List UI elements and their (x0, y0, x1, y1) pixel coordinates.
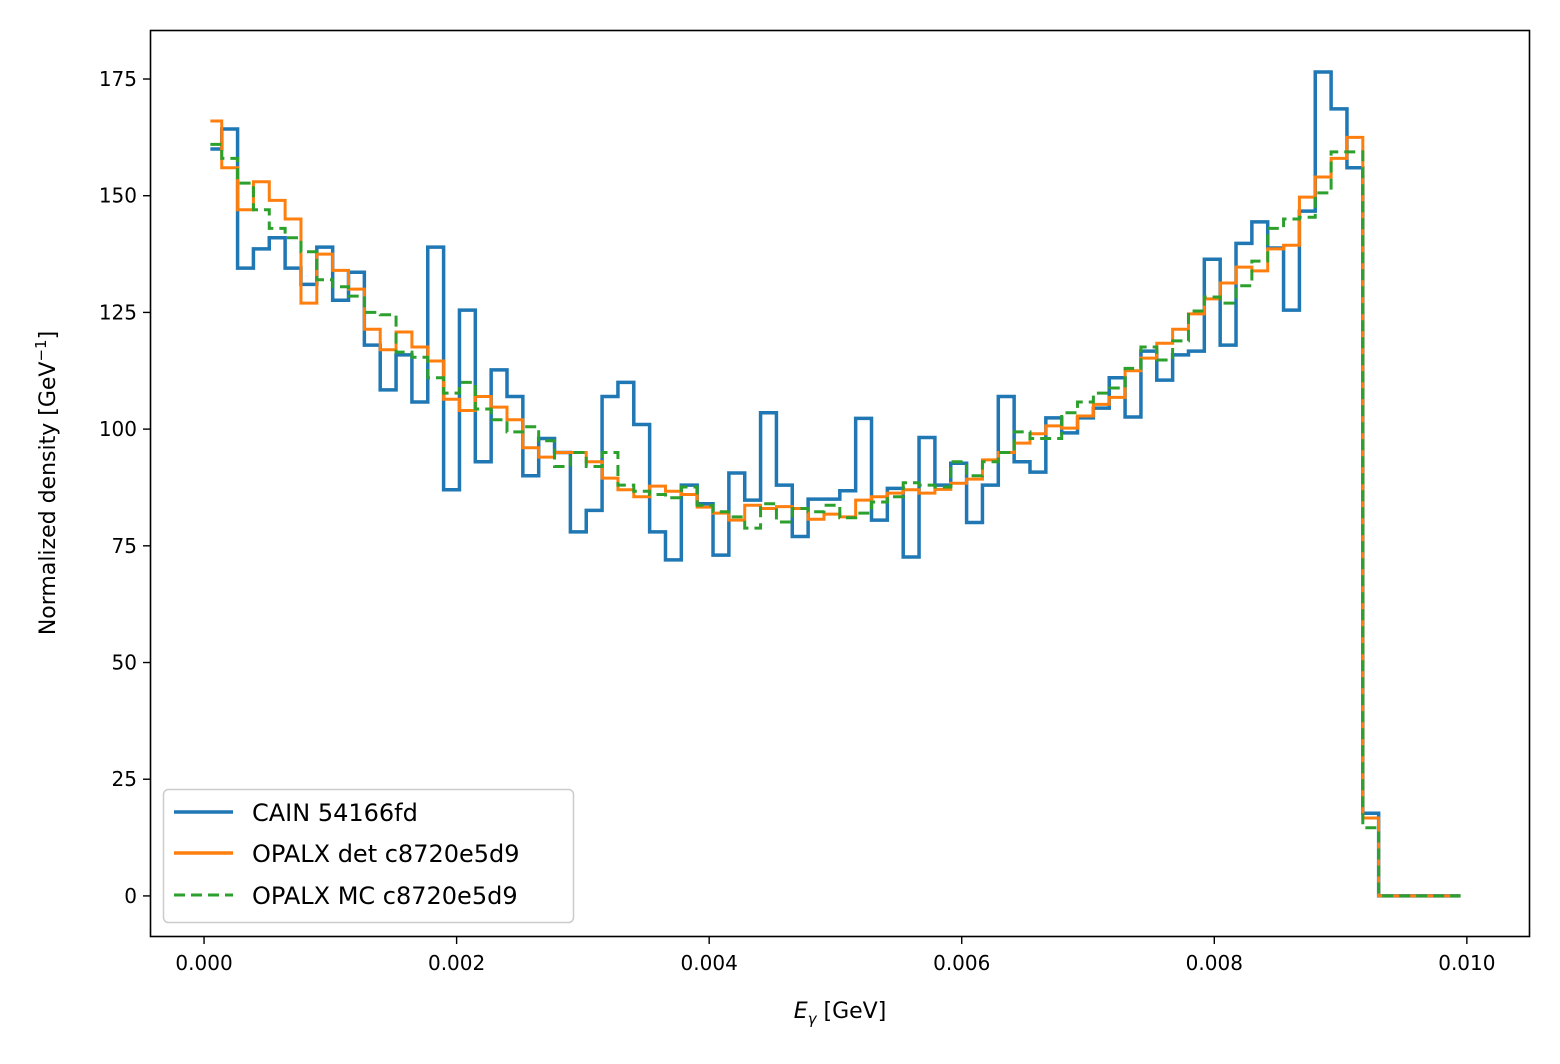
y-tick-label: 75 (112, 534, 137, 558)
y-tick-label: 0 (124, 884, 137, 908)
y-tick-label: 100 (99, 417, 137, 441)
series-opalx-mc (210, 142, 1461, 898)
x-tick-label: 0.000 (175, 951, 232, 975)
y-tick-label: 150 (99, 184, 137, 208)
legend-box (162, 788, 575, 924)
x-axis-label: Eγ [GeV] (794, 999, 887, 1028)
legend-label-opalx-mc: OPALX MC c8720e5d9 (252, 882, 518, 910)
x-tick-label: 0.004 (681, 951, 738, 975)
plot-frame (149, 29, 1531, 938)
y-axis-label: Normalized density [GeV−1] (32, 331, 61, 635)
legend: CAIN 54166fd OPALX det c8720e5d9 OPALX M… (162, 788, 575, 924)
y-tick-label: 125 (99, 300, 137, 324)
series-cain-54166fd (210, 70, 1461, 898)
legend-label-cain: CAIN 54166fd (252, 799, 418, 827)
y-axis: 0 25 50 75 100 125 150 175 (99, 67, 150, 908)
y-tick-label: 175 (99, 67, 137, 91)
x-axis: 0.000 0.002 0.004 0.006 0.008 0.010 (175, 937, 1495, 975)
y-tick-label: 25 (112, 767, 137, 791)
x-tick-label: 0.006 (933, 951, 990, 975)
x-tick-label: 0.010 (1438, 951, 1495, 975)
y-tick-label: 50 (112, 651, 137, 675)
x-tick-label: 0.002 (428, 951, 485, 975)
x-tick-label: 0.008 (1186, 951, 1243, 975)
legend-label-opalx-det: OPALX det c8720e5d9 (252, 840, 520, 868)
series-layer (210, 70, 1461, 898)
